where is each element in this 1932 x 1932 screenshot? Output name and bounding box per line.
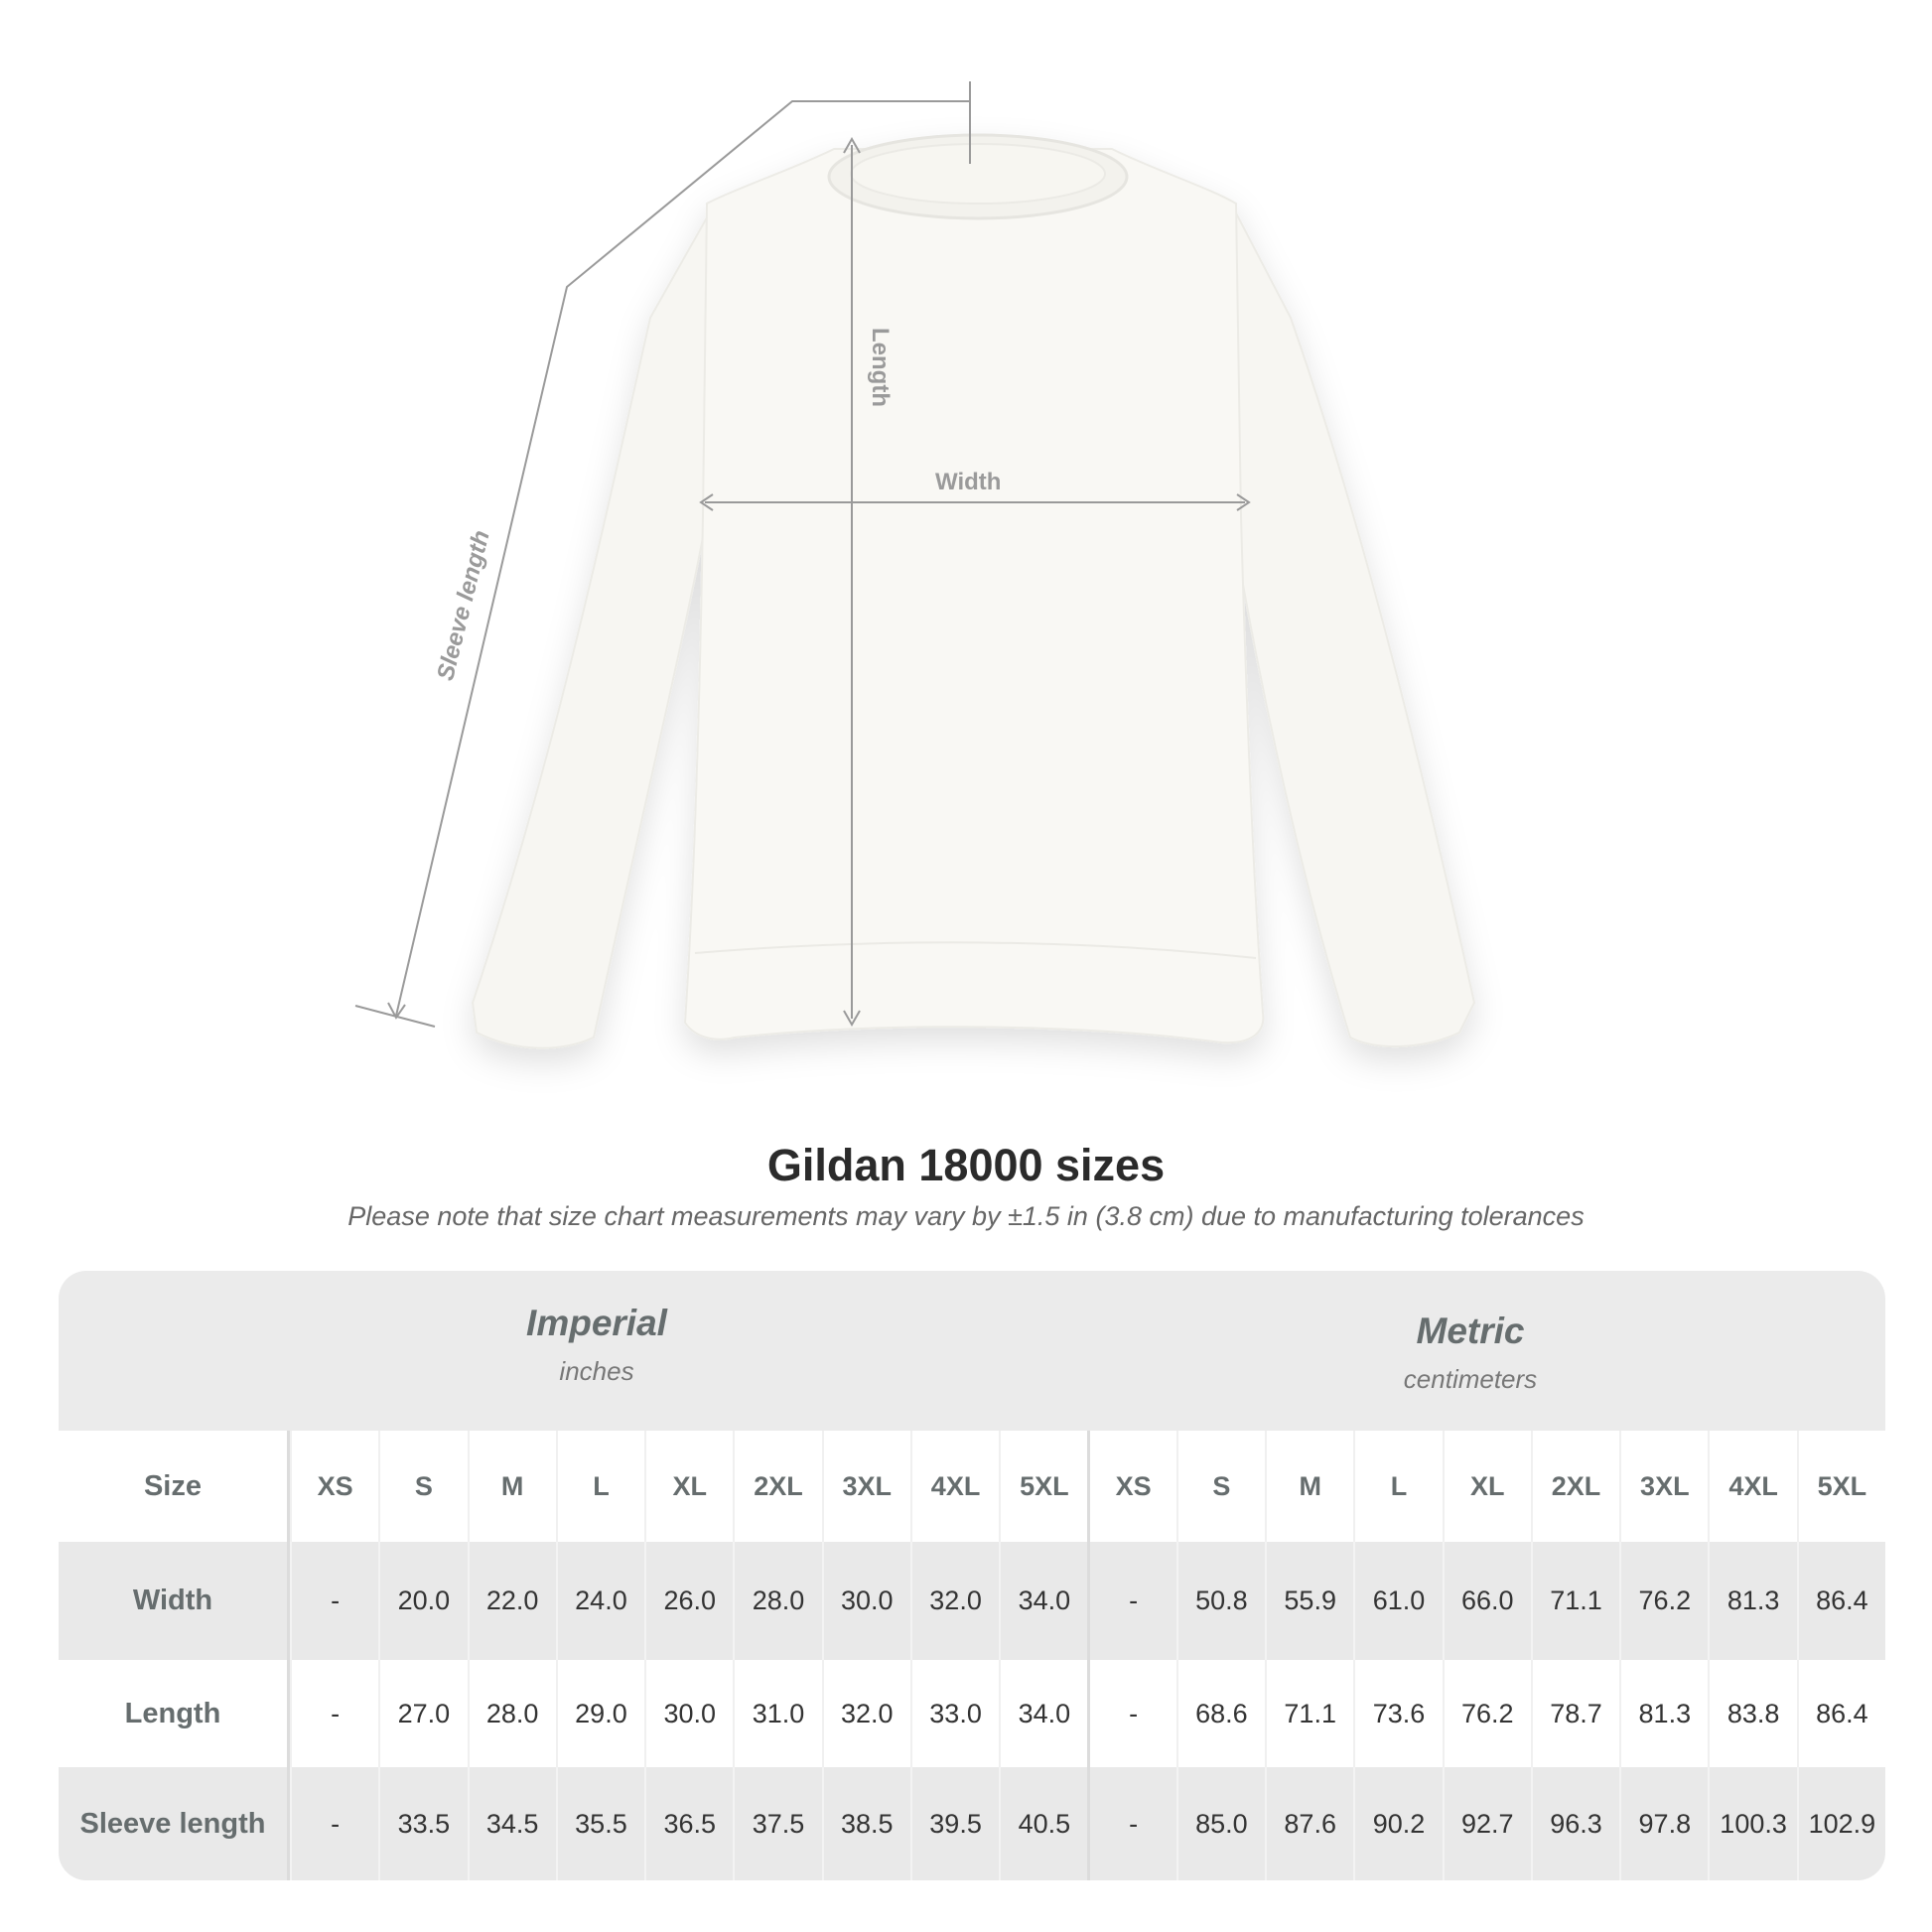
row-label: Sleeve length: [59, 1767, 290, 1880]
imperial-title: Imperial: [526, 1303, 667, 1343]
size-header-cell: XL: [1442, 1431, 1531, 1542]
size-header-cell: XL: [644, 1431, 733, 1542]
table-cell: -: [1087, 1767, 1175, 1880]
table-cell: 68.6: [1175, 1660, 1265, 1767]
size-header-cell: 2XL: [1530, 1431, 1619, 1542]
size-header-cell: 5XL: [1796, 1431, 1885, 1542]
size-header-cell: XS: [289, 1431, 378, 1542]
measurement-lines: [354, 81, 1251, 1028]
table-cell: 34.0: [999, 1542, 1087, 1660]
size-header-cell: L: [1353, 1431, 1442, 1542]
table-cell: 50.8: [1175, 1542, 1265, 1660]
size-header-cell: 4XL: [1708, 1431, 1796, 1542]
size-header-cell: M: [467, 1431, 556, 1542]
table-cell: 100.3: [1708, 1767, 1796, 1880]
table-cell: 30.0: [644, 1660, 733, 1767]
table-cell: 40.5: [999, 1767, 1087, 1880]
size-header-cell: 3XL: [1619, 1431, 1708, 1542]
size-table: Imperial inches Metric centimeters Size X…: [59, 1271, 1885, 1880]
table-cell: 35.5: [555, 1767, 644, 1880]
table-cell: 90.2: [1353, 1767, 1442, 1880]
table-cell: 61.0: [1353, 1542, 1442, 1660]
size-row: Size XS S M L XL 2XL 3XL 4XL 5XL XS S M L XL 2XL 3XL 4XL 5…: [59, 1431, 1885, 1542]
table-cell: 22.0: [467, 1542, 556, 1660]
table-cell: 71.1: [1265, 1660, 1353, 1767]
table-cell: 55.9: [1265, 1542, 1353, 1660]
row-label: Length: [59, 1660, 290, 1767]
size-header-label: Size: [59, 1431, 290, 1542]
table-cell: 81.3: [1619, 1660, 1708, 1767]
table-cell: 27.0: [378, 1660, 467, 1767]
table-group-header: Imperial inches Metric centimeters: [59, 1271, 1885, 1431]
table-cell: 31.0: [733, 1660, 821, 1767]
table-row: Width -20.0 22.0 24.0 26.0 28.0 30.0 32.0 34.0-5…: [59, 1542, 1885, 1660]
table-row: Sleeve length -33.5 34.5 35.5 36.5 37.5 38.5 39…: [59, 1767, 1885, 1880]
table-cell: 38.5: [821, 1767, 910, 1880]
table-cell: 33.5: [378, 1767, 467, 1880]
size-header-cell: 3XL: [821, 1431, 910, 1542]
table-cell: 76.2: [1619, 1542, 1708, 1660]
size-header-cell: L: [555, 1431, 644, 1542]
table-cell: 86.4: [1796, 1660, 1885, 1767]
table-cell: 29.0: [555, 1660, 644, 1767]
imperial-unit: inches: [559, 1356, 634, 1386]
table-cell: 87.6: [1265, 1767, 1353, 1880]
tolerance-note: Please note that size chart measurements…: [347, 1201, 1585, 1231]
table-cell: 78.7: [1530, 1660, 1619, 1767]
size-header-cell: XS: [1087, 1431, 1175, 1542]
metric-title: Metric: [1416, 1311, 1525, 1351]
table-cell: 34.0: [999, 1660, 1087, 1767]
metric-header: Metric centimeters: [1222, 1311, 1719, 1395]
size-header-cell: S: [1175, 1431, 1265, 1542]
metric-unit: centimeters: [1403, 1364, 1538, 1394]
table-cell: -: [1087, 1542, 1175, 1660]
table-cell: 39.5: [909, 1767, 999, 1880]
table-cell: 28.0: [733, 1542, 821, 1660]
row-label: Width: [59, 1542, 290, 1660]
table-cell: -: [1087, 1660, 1175, 1767]
table-cell: 34.5: [467, 1767, 556, 1880]
table-cell: 86.4: [1796, 1542, 1885, 1660]
table-cell: -: [289, 1660, 378, 1767]
table-cell: 33.0: [909, 1660, 999, 1767]
table-cell: 66.0: [1442, 1542, 1531, 1660]
table-cell: 102.9: [1796, 1767, 1885, 1880]
width-label: Width: [935, 469, 1002, 495]
page-title: Gildan 18000 sizes: [766, 1140, 1166, 1190]
table-cell: 71.1: [1530, 1542, 1619, 1660]
length-label: Length: [867, 328, 894, 407]
table-cell: 36.5: [644, 1767, 733, 1880]
sweatshirt-illustration: [354, 81, 1476, 1049]
table-cell: 97.8: [1619, 1767, 1708, 1880]
table-row: Length -27.0 28.0 29.0 30.0 31.0 32.0 33.0 34.0-…: [59, 1660, 1885, 1767]
table-cell: 32.0: [821, 1660, 910, 1767]
table-cell: 81.3: [1708, 1542, 1796, 1660]
table-cell: -: [289, 1767, 378, 1880]
sweatshirt: [471, 133, 1476, 1049]
table-cell: 32.0: [909, 1542, 999, 1660]
imperial-header: Imperial inches: [348, 1303, 845, 1387]
size-header-cell: 5XL: [999, 1431, 1087, 1542]
table-cell: 83.8: [1708, 1660, 1796, 1767]
table-cell: 85.0: [1175, 1767, 1265, 1880]
table-cell: 37.5: [733, 1767, 821, 1880]
table-cell: 28.0: [467, 1660, 556, 1767]
table-cell: 96.3: [1530, 1767, 1619, 1880]
size-header-cell: S: [378, 1431, 467, 1542]
table-cell: 76.2: [1442, 1660, 1531, 1767]
table-cell: 20.0: [378, 1542, 467, 1660]
size-header-cell: 4XL: [909, 1431, 999, 1542]
table-cell: 73.6: [1353, 1660, 1442, 1767]
table-cell: 26.0: [644, 1542, 733, 1660]
table-cell: 92.7: [1442, 1767, 1531, 1880]
table-cell: 30.0: [821, 1542, 910, 1660]
table-cell: 24.0: [555, 1542, 644, 1660]
size-header-cell: M: [1265, 1431, 1353, 1542]
size-header-cell: 2XL: [733, 1431, 821, 1542]
table-cell: -: [289, 1542, 378, 1660]
